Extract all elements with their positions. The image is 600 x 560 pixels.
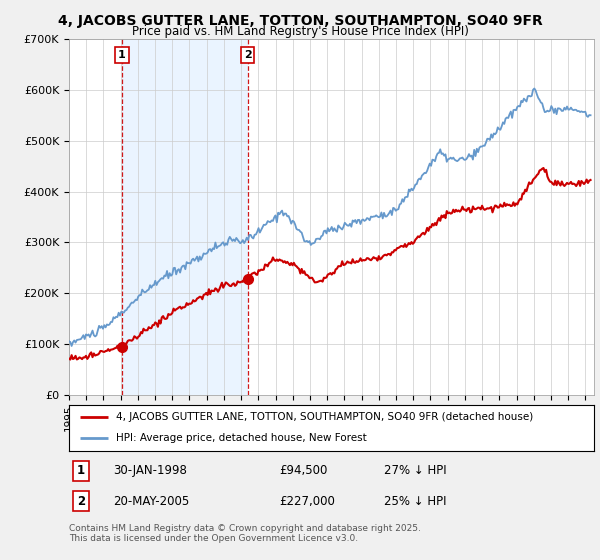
Text: 30-JAN-1998: 30-JAN-1998 — [113, 464, 187, 477]
Text: 27% ↓ HPI: 27% ↓ HPI — [384, 464, 446, 477]
Text: Price paid vs. HM Land Registry's House Price Index (HPI): Price paid vs. HM Land Registry's House … — [131, 25, 469, 38]
Text: Contains HM Land Registry data © Crown copyright and database right 2025.
This d: Contains HM Land Registry data © Crown c… — [69, 524, 421, 543]
Text: 2: 2 — [244, 50, 251, 60]
Text: 4, JACOBS GUTTER LANE, TOTTON, SOUTHAMPTON, SO40 9FR: 4, JACOBS GUTTER LANE, TOTTON, SOUTHAMPT… — [58, 14, 542, 28]
Text: 1: 1 — [77, 464, 85, 477]
Text: £227,000: £227,000 — [279, 494, 335, 507]
Text: 2: 2 — [77, 494, 85, 507]
Text: £94,500: £94,500 — [279, 464, 328, 477]
Bar — [122, 39, 248, 395]
Text: 25% ↓ HPI: 25% ↓ HPI — [384, 494, 446, 507]
Text: 1: 1 — [118, 50, 126, 60]
Text: HPI: Average price, detached house, New Forest: HPI: Average price, detached house, New … — [116, 433, 367, 444]
Text: 20-MAY-2005: 20-MAY-2005 — [113, 494, 190, 507]
Text: 4, JACOBS GUTTER LANE, TOTTON, SOUTHAMPTON, SO40 9FR (detached house): 4, JACOBS GUTTER LANE, TOTTON, SOUTHAMPT… — [116, 412, 533, 422]
